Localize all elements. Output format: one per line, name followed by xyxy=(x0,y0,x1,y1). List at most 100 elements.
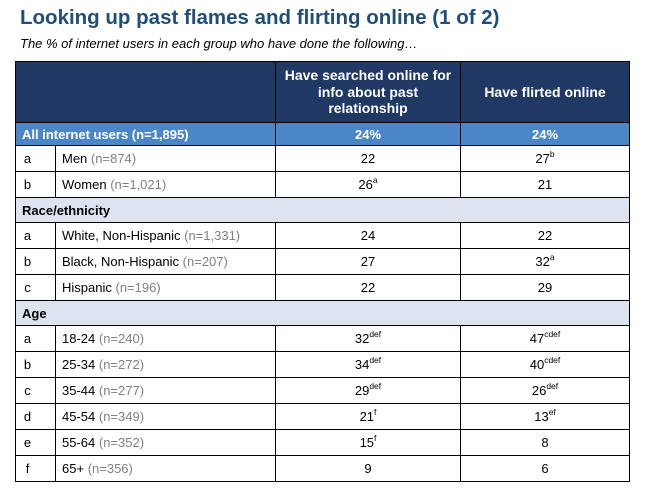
row-label-cell: 18-24 (n=240) xyxy=(55,325,276,352)
cell-flirted: 21 xyxy=(460,171,630,198)
data-table: Have searched online for info about past… xyxy=(15,61,630,482)
all-users-label: All internet users (n=1,895) xyxy=(15,122,276,146)
value-searched: 24 xyxy=(360,228,376,243)
table-row: a Men (n=874) 22 27b xyxy=(15,145,630,172)
cell-flirted: 27b xyxy=(460,145,630,172)
value-searched: 15 xyxy=(359,435,375,450)
row-label-cell: Women (n=1,021) xyxy=(55,171,276,198)
cell-flirted: 6 xyxy=(460,455,630,482)
significance-marker: def xyxy=(369,381,382,391)
row-letter: a xyxy=(15,222,56,249)
row-label: Black, Non-Hispanic xyxy=(62,254,180,269)
value-flirted: 8 xyxy=(541,435,549,450)
value-flirted: 27 xyxy=(535,151,550,166)
table-row: c Hispanic (n=196) 22 29 xyxy=(15,274,630,301)
table-row: c 35-44 (n=277) 29def 26def xyxy=(15,377,630,404)
table-row: f 65+ (n=356) 9 6 xyxy=(15,455,630,482)
row-sample-size: (n=349) xyxy=(98,409,145,424)
row-label-cell: 35-44 (n=277) xyxy=(55,377,276,404)
cell-flirted: 22 xyxy=(460,222,630,249)
table-row: e 55-64 (n=352) 15f 8 xyxy=(15,429,630,456)
row-sample-size: (n=874) xyxy=(90,151,137,166)
cell-flirted: 13ef xyxy=(460,403,630,430)
row-letter: b xyxy=(15,248,56,275)
significance-marker: def xyxy=(369,355,382,365)
row-label: White, Non-Hispanic xyxy=(62,228,181,243)
cell-searched: 24 xyxy=(275,222,461,249)
significance-marker: def xyxy=(369,329,382,339)
row-label-cell: 45-54 (n=349) xyxy=(55,403,276,430)
value-flirted: 32 xyxy=(535,254,550,269)
all-users-searched-value: 24% xyxy=(275,122,461,146)
row-label-cell: 25-34 (n=272) xyxy=(55,351,276,378)
cell-searched: 32def xyxy=(275,325,461,352)
row-sample-size: (n=1,331) xyxy=(184,228,241,243)
value-flirted: 40 xyxy=(529,357,545,372)
section-header-row: Age xyxy=(15,300,630,326)
value-searched: 34 xyxy=(354,357,370,372)
row-letter: c xyxy=(15,274,56,301)
section-header-row: Race/ethnicity xyxy=(15,197,630,223)
value-flirted: 21 xyxy=(537,177,553,192)
section-label: Race/ethnicity xyxy=(15,197,630,223)
row-label: Hispanic xyxy=(62,280,112,295)
significance-marker: f xyxy=(374,433,377,443)
significance-marker: b xyxy=(549,149,555,159)
row-sample-size: (n=352) xyxy=(98,435,145,450)
row-letter: a xyxy=(15,145,56,172)
row-letter: d xyxy=(15,403,56,430)
row-sample-size: (n=207) xyxy=(182,254,228,269)
column-header-searched: Have searched online for info about past… xyxy=(275,61,461,123)
table-row: b 25-34 (n=272) 34def 40cdef xyxy=(15,351,630,378)
all-users-row: All internet users (n=1,895) 24% 24% xyxy=(15,122,630,146)
header-blank-cell xyxy=(15,61,276,123)
row-label: 65+ xyxy=(62,461,85,476)
significance-marker: a xyxy=(372,175,378,185)
row-sample-size: (n=1,021) xyxy=(110,177,167,192)
cell-searched: 9 xyxy=(275,455,461,482)
row-label: 25-34 xyxy=(62,357,96,372)
significance-marker: a xyxy=(549,252,555,262)
significance-marker: cdef xyxy=(544,355,561,365)
row-letter: f xyxy=(15,455,56,482)
header-row: Have searched online for info about past… xyxy=(15,61,630,123)
cell-flirted: 40cdef xyxy=(460,351,630,378)
row-sample-size: (n=277) xyxy=(98,383,145,398)
row-label-cell: Black, Non-Hispanic (n=207) xyxy=(55,248,276,275)
significance-marker: cdef xyxy=(544,329,561,339)
row-sample-size: (n=272) xyxy=(98,357,145,372)
value-searched: 22 xyxy=(360,280,376,295)
table-row: a 18-24 (n=240) 32def 47cdef xyxy=(15,325,630,352)
value-searched: 29 xyxy=(354,383,370,398)
cell-searched: 15f xyxy=(275,429,461,456)
row-label-cell: Men (n=874) xyxy=(55,145,276,172)
value-flirted: 29 xyxy=(537,280,553,295)
value-searched: 9 xyxy=(364,461,372,476)
row-label: 35-44 xyxy=(62,383,96,398)
value-searched: 32 xyxy=(354,331,370,346)
cell-searched: 21f xyxy=(275,403,461,430)
row-sample-size: (n=240) xyxy=(98,331,145,346)
value-searched: 27 xyxy=(360,254,376,269)
row-label: Men xyxy=(62,151,88,166)
row-letter: e xyxy=(15,429,56,456)
cell-searched: 22 xyxy=(275,274,461,301)
all-users-flirted-value: 24% xyxy=(460,122,630,146)
row-letter: a xyxy=(15,325,56,352)
cell-searched: 26a xyxy=(275,171,461,198)
cell-flirted: 29 xyxy=(460,274,630,301)
significance-marker: ef xyxy=(548,407,556,417)
value-flirted: 47 xyxy=(529,331,545,346)
row-letter: b xyxy=(15,351,56,378)
cell-searched: 29def xyxy=(275,377,461,404)
row-letter: b xyxy=(15,171,56,198)
row-label-cell: White, Non-Hispanic (n=1,331) xyxy=(55,222,276,249)
value-searched: 22 xyxy=(360,151,376,166)
row-sample-size: (n=196) xyxy=(115,280,161,295)
value-searched: 21 xyxy=(359,409,375,424)
chart-subtitle: The % of internet users in each group wh… xyxy=(20,36,418,51)
row-label: 45-54 xyxy=(62,409,96,424)
value-searched: 26 xyxy=(358,177,373,192)
table-row: b Black, Non-Hispanic (n=207) 27 32a xyxy=(15,248,630,275)
cell-flirted: 32a xyxy=(460,248,630,275)
